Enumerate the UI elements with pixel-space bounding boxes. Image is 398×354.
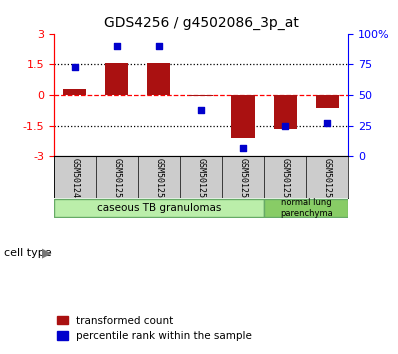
Bar [147, 63, 170, 95]
Legend: transformed count, percentile rank within the sample: transformed count, percentile rank withi… [53, 312, 256, 345]
Text: GSM501255: GSM501255 [323, 159, 332, 204]
Bar [316, 95, 339, 108]
Title: GDS4256 / g4502086_3p_at: GDS4256 / g4502086_3p_at [103, 16, 298, 30]
Bar [273, 95, 297, 129]
Bar [264, 199, 348, 217]
Text: GSM501254: GSM501254 [281, 159, 290, 204]
Point [198, 107, 204, 113]
Bar [63, 89, 86, 95]
Text: GSM501251: GSM501251 [154, 159, 164, 204]
Point [156, 43, 162, 49]
Text: caseous TB granulomas: caseous TB granulomas [97, 203, 221, 213]
Text: ▶: ▶ [42, 247, 51, 259]
Point [282, 123, 288, 129]
Bar [105, 63, 129, 95]
Bar [232, 95, 255, 138]
Text: GSM501252: GSM501252 [197, 159, 205, 204]
Text: GSM501249: GSM501249 [70, 159, 79, 204]
Bar [54, 199, 264, 217]
Text: GSM501250: GSM501250 [112, 159, 121, 204]
Text: GSM501253: GSM501253 [238, 159, 248, 204]
Point [72, 64, 78, 70]
Point [240, 145, 246, 150]
Text: cell type: cell type [4, 248, 52, 258]
Bar [189, 95, 213, 96]
Text: normal lung
parenchyma: normal lung parenchyma [280, 198, 333, 218]
Point [114, 43, 120, 49]
Point [324, 120, 330, 126]
